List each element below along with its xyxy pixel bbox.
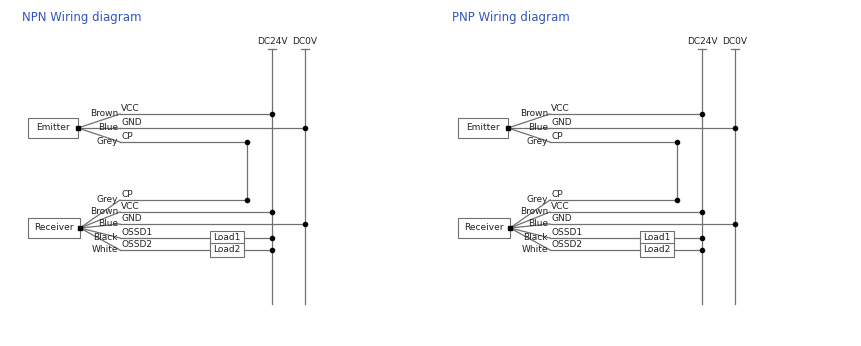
Text: Grey: Grey bbox=[526, 137, 548, 146]
Text: DC0V: DC0V bbox=[722, 37, 747, 46]
Text: Blue: Blue bbox=[98, 124, 118, 133]
Text: Load2: Load2 bbox=[214, 246, 240, 255]
Text: Grey: Grey bbox=[96, 195, 118, 204]
Text: Brown: Brown bbox=[90, 109, 118, 118]
Text: DC0V: DC0V bbox=[293, 37, 318, 46]
Text: Blue: Blue bbox=[98, 219, 118, 228]
Text: DC24V: DC24V bbox=[687, 37, 717, 46]
Text: White: White bbox=[91, 246, 118, 255]
Bar bbox=[28, 218, 80, 238]
Bar bbox=[210, 243, 244, 257]
Text: OSSD1: OSSD1 bbox=[551, 228, 582, 237]
Text: GND: GND bbox=[551, 214, 572, 223]
Text: CP: CP bbox=[551, 190, 562, 199]
Text: GND: GND bbox=[551, 118, 572, 127]
Text: CP: CP bbox=[551, 132, 562, 141]
Bar bbox=[28, 118, 78, 138]
Bar bbox=[640, 231, 674, 245]
Text: NPN Wiring diagram: NPN Wiring diagram bbox=[22, 11, 141, 24]
Text: Brown: Brown bbox=[90, 208, 118, 217]
Bar bbox=[458, 118, 508, 138]
Text: VCC: VCC bbox=[551, 202, 570, 211]
Text: Brown: Brown bbox=[520, 208, 548, 217]
Text: Black: Black bbox=[94, 234, 118, 243]
Text: VCC: VCC bbox=[551, 104, 570, 113]
Text: Load2: Load2 bbox=[643, 246, 671, 255]
Bar bbox=[210, 231, 244, 245]
Text: Load1: Load1 bbox=[214, 234, 241, 243]
Text: Black: Black bbox=[523, 234, 548, 243]
Text: White: White bbox=[522, 246, 548, 255]
Text: Receiver: Receiver bbox=[34, 224, 74, 233]
Text: Receiver: Receiver bbox=[464, 224, 504, 233]
Text: Blue: Blue bbox=[528, 219, 548, 228]
Text: PNP Wiring diagram: PNP Wiring diagram bbox=[452, 11, 570, 24]
Bar bbox=[458, 218, 510, 238]
Text: OSSD2: OSSD2 bbox=[551, 240, 582, 249]
Text: Brown: Brown bbox=[520, 109, 548, 118]
Text: GND: GND bbox=[121, 214, 141, 223]
Text: Load1: Load1 bbox=[643, 234, 671, 243]
Text: GND: GND bbox=[121, 118, 141, 127]
Text: Grey: Grey bbox=[96, 137, 118, 146]
Text: CP: CP bbox=[121, 190, 133, 199]
Text: OSSD2: OSSD2 bbox=[121, 240, 152, 249]
Text: OSSD1: OSSD1 bbox=[121, 228, 152, 237]
Text: VCC: VCC bbox=[121, 104, 139, 113]
Text: Grey: Grey bbox=[526, 195, 548, 204]
Text: VCC: VCC bbox=[121, 202, 139, 211]
Text: Emitter: Emitter bbox=[36, 124, 70, 133]
Text: CP: CP bbox=[121, 132, 133, 141]
Text: Blue: Blue bbox=[528, 124, 548, 133]
Text: Emitter: Emitter bbox=[466, 124, 500, 133]
Text: DC24V: DC24V bbox=[257, 37, 288, 46]
Bar bbox=[640, 243, 674, 257]
